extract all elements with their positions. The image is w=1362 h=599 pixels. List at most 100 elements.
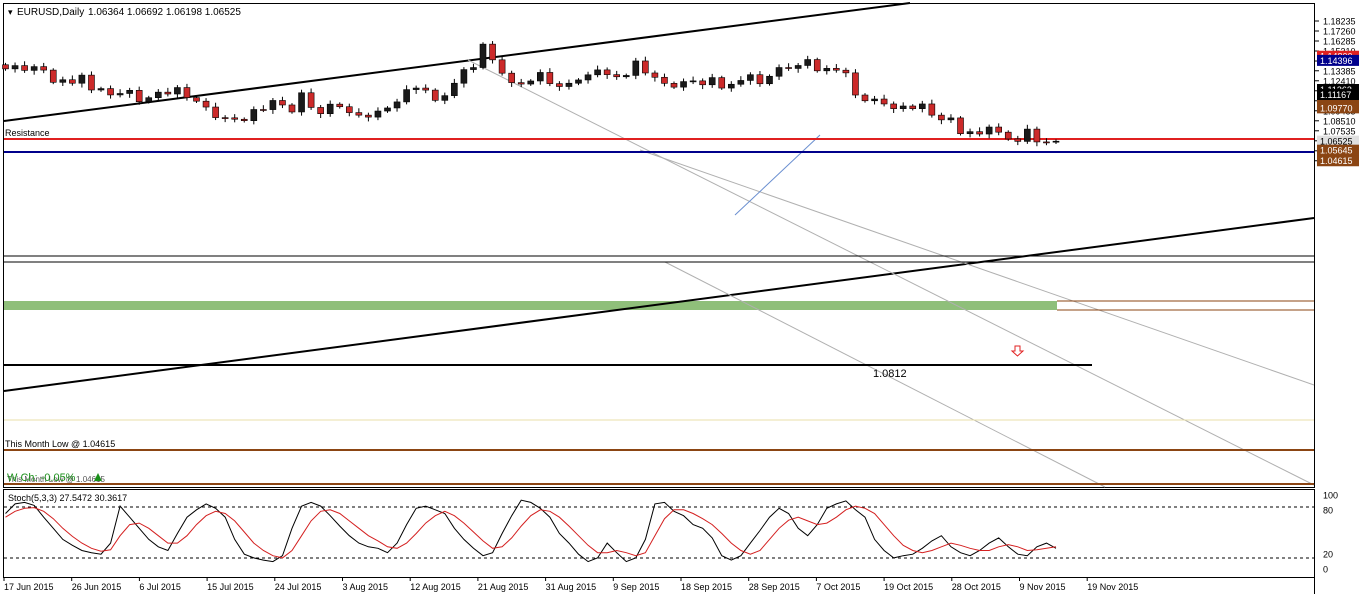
candle-body [374,110,382,118]
candle-body [718,77,726,89]
stoch-tick-label: 20 [1323,550,1333,560]
candle-body [1024,128,1031,142]
candle-body [536,72,544,82]
price-tick-label: 1.12410 [1323,76,1356,86]
time-tick-label: 12 Aug 2015 [410,582,461,592]
candle-body [470,67,477,70]
price-tick-label: 1.17260 [1323,27,1356,37]
candle-body [78,74,86,84]
candle-body [221,117,229,119]
candle-body [508,72,515,83]
candle-body [336,103,344,108]
price-tag [1317,89,1359,101]
descending-channel-upper [467,59,1315,486]
candle-body [69,79,76,84]
candle-body [441,95,449,101]
candle-body [240,118,248,121]
price-tag [1317,54,1359,66]
candle-body [202,100,210,108]
candle-body [40,66,48,71]
symbol-triangle-icon[interactable]: ▾ [8,7,13,17]
time-tick-label: 9 Sep 2015 [613,582,659,592]
candle-body [2,64,9,70]
time-tick-label: 9 Nov 2015 [1020,582,1066,592]
candle-body [107,88,114,96]
candle-body [307,92,315,108]
price-tags: 1.148001.143961.113631.111671.100001.097… [1317,50,1359,167]
candle-body [250,109,258,121]
candle-body [527,80,535,85]
candle-body [689,80,697,83]
candle-body [594,69,601,76]
candle-body [756,74,764,85]
candle-body [11,65,19,70]
stoch-panel-frame [3,489,1315,578]
price-tag-label: 1.06525 [1320,137,1353,147]
candle-body [823,68,831,72]
candle-body [708,77,716,86]
stoch-tick-label: 100 [1323,491,1338,501]
pitch-line-blue [734,134,821,216]
stoch-axis: 100 80 20 0 [1323,491,1338,575]
candle-body [890,103,897,109]
stoch-signal-line [5,505,1057,559]
candle-body [603,69,611,75]
candle-body [575,79,582,84]
candle-body [565,82,573,87]
symbol-label: EURUSD,Daily [17,7,84,18]
candle-body [852,72,859,96]
candles [2,41,1060,147]
price-tag [1317,155,1359,167]
time-tick-label: 19 Oct 2015 [884,582,933,592]
candle-body [183,87,191,98]
candle-body [164,91,172,95]
candle-body [622,75,630,78]
up-arrow-icon [94,473,102,481]
price-tick-label: 1.08510 [1323,116,1356,126]
price-tick-label: 1.18235 [1323,17,1356,27]
time-tick-label: 26 Jun 2015 [72,582,122,592]
time-tick-label: 28 Sep 2015 [749,582,800,592]
resistance-label: Resistance [5,128,50,138]
candle-body [460,69,468,84]
candle-body [785,67,792,69]
time-tick-label: 21 Aug 2015 [478,582,529,592]
candle-body [775,67,783,77]
time-axis: 17 Jun 2015 26 Jun 2015 6 Jul 2015 15 Jul 2… [3,577,1138,592]
stoch-main-line [5,499,1057,563]
candle-body [298,92,305,113]
time-tick-label: 28 Oct 2015 [952,582,1001,592]
candle-body [651,72,659,78]
candle-body [517,82,525,85]
candle-body [727,83,735,89]
candle-body [766,75,773,85]
candle-body [288,104,296,113]
weekly-change-label: W Ch: -0.05% [7,472,76,484]
time-tick-label: 24 Jul 2015 [275,582,322,592]
candle-body [355,112,363,116]
candle-body [279,100,286,106]
candle-body [431,89,439,101]
candle-body [21,65,28,71]
candle-body [613,74,621,78]
time-tick-label: 15 Jul 2015 [207,582,254,592]
price-tick-label: 1.07535 [1323,126,1356,136]
candle-body [804,59,812,66]
candle-body [269,100,277,110]
time-tick-label: 19 Nov 2015 [1087,582,1138,592]
candle-body [680,81,687,88]
candle-body [116,93,124,96]
candle-body [30,66,38,71]
candle-body [412,87,420,90]
price-tag [1317,102,1359,114]
candle-body [155,91,162,98]
time-tick-label: 18 Sep 2015 [681,582,732,592]
candle-body [928,103,936,116]
candle-body [1052,140,1060,143]
candle-body [794,65,802,69]
candle-body [957,117,964,135]
candle-body [231,117,238,120]
stoch-tick-label: 0 [1323,565,1328,575]
